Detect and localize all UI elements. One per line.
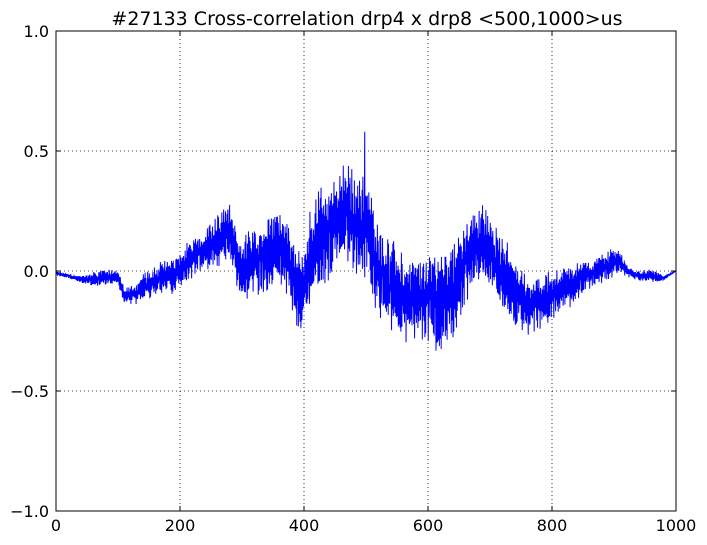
y-tick-label: −1.0 <box>10 502 49 521</box>
y-tick-label: 0.0 <box>24 262 49 281</box>
x-tick-label: 600 <box>413 516 444 535</box>
y-tick-label: 1.0 <box>24 22 49 41</box>
x-tick-label: 1000 <box>656 516 697 535</box>
chart-title: #27133 Cross-correlation drp4 x drp8 <50… <box>111 8 622 30</box>
x-tick-label: 200 <box>165 516 196 535</box>
y-tick-label: 0.5 <box>24 142 49 161</box>
x-tick-label: 800 <box>537 516 568 535</box>
y-tick-label: −0.5 <box>10 382 49 401</box>
grid-lines <box>56 31 676 511</box>
data-series <box>55 131 677 351</box>
x-axis-tick-labels: 0 200 400 600 800 1000 <box>51 516 696 535</box>
axis-ticks <box>55 30 677 512</box>
x-tick-label: 0 <box>51 516 61 535</box>
y-axis-tick-labels: −1.0 −0.5 0.0 0.5 1.0 <box>10 22 49 521</box>
series-line <box>55 131 677 351</box>
x-tick-label: 400 <box>289 516 320 535</box>
